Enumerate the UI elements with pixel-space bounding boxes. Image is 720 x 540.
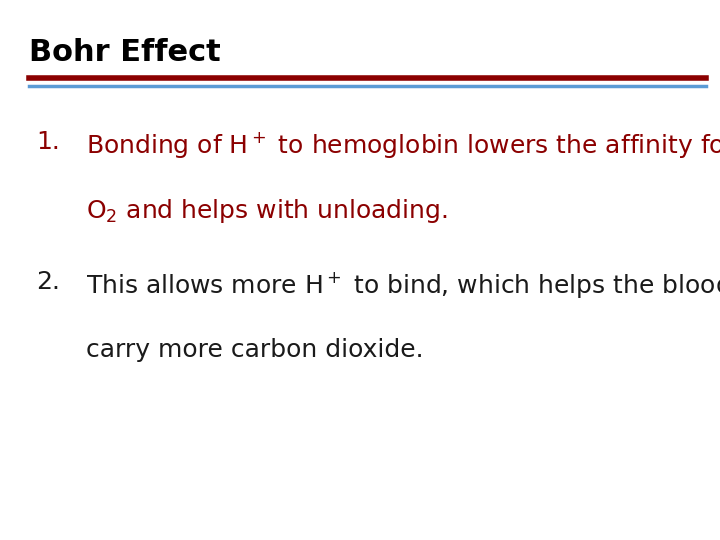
Text: This allows more H$^+$ to bind, which helps the blood: This allows more H$^+$ to bind, which he…	[86, 270, 720, 300]
Text: 1.: 1.	[36, 130, 60, 153]
Text: Bonding of H$^+$ to hemoglobin lowers the affinity for: Bonding of H$^+$ to hemoglobin lowers th…	[86, 130, 720, 160]
Text: carry more carbon dioxide.: carry more carbon dioxide.	[86, 338, 424, 361]
Text: Bohr Effect: Bohr Effect	[29, 38, 220, 67]
Text: O$_2$ and helps with unloading.: O$_2$ and helps with unloading.	[86, 197, 448, 225]
Text: 2.: 2.	[36, 270, 60, 294]
